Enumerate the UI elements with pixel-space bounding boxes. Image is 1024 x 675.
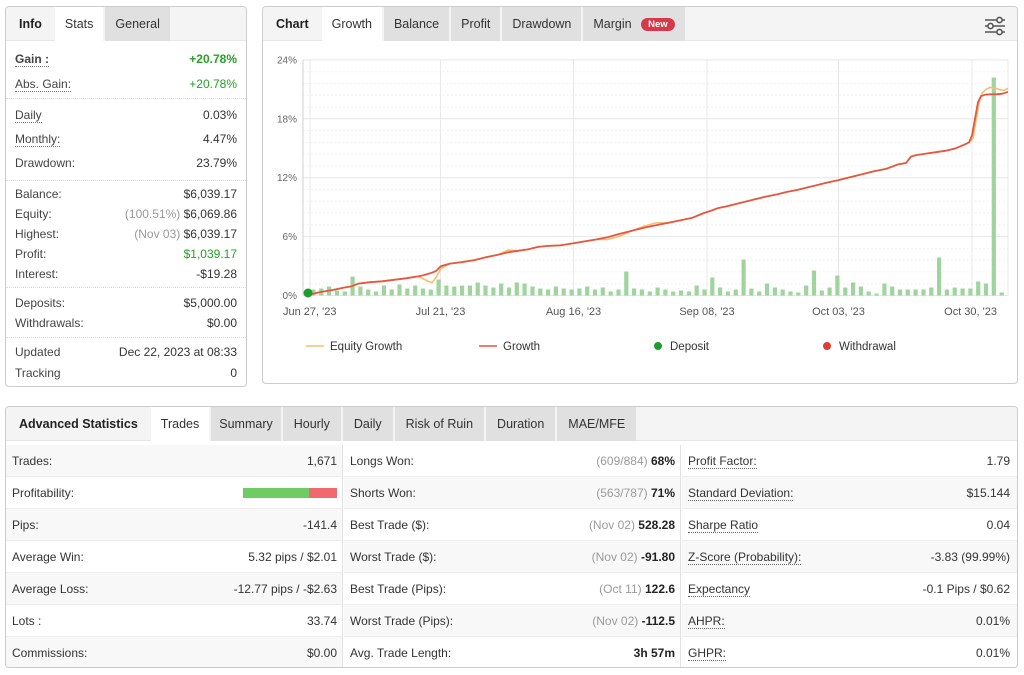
svg-text:Jun 27, '23: Jun 27, '23 <box>283 306 336 318</box>
svg-text:Aug 16, '23: Aug 16, '23 <box>546 306 601 318</box>
svg-text:Withdrawal: Withdrawal <box>839 341 896 353</box>
svg-text:18%: 18% <box>277 114 297 125</box>
svg-text:24%: 24% <box>277 55 297 66</box>
svg-text:Deposit: Deposit <box>670 341 710 353</box>
svg-text:6%: 6% <box>283 232 298 243</box>
svg-text:Sep 08, '23: Sep 08, '23 <box>679 306 734 318</box>
svg-text:Equity Growth: Equity Growth <box>330 341 402 353</box>
svg-text:Growth: Growth <box>503 341 540 353</box>
svg-text:12%: 12% <box>277 173 297 184</box>
svg-text:Jul 21, '23: Jul 21, '23 <box>416 306 466 318</box>
svg-text:Oct 30, '23: Oct 30, '23 <box>944 306 997 318</box>
svg-text:Oct 03, '23: Oct 03, '23 <box>812 306 865 318</box>
svg-text:0%: 0% <box>283 291 298 302</box>
